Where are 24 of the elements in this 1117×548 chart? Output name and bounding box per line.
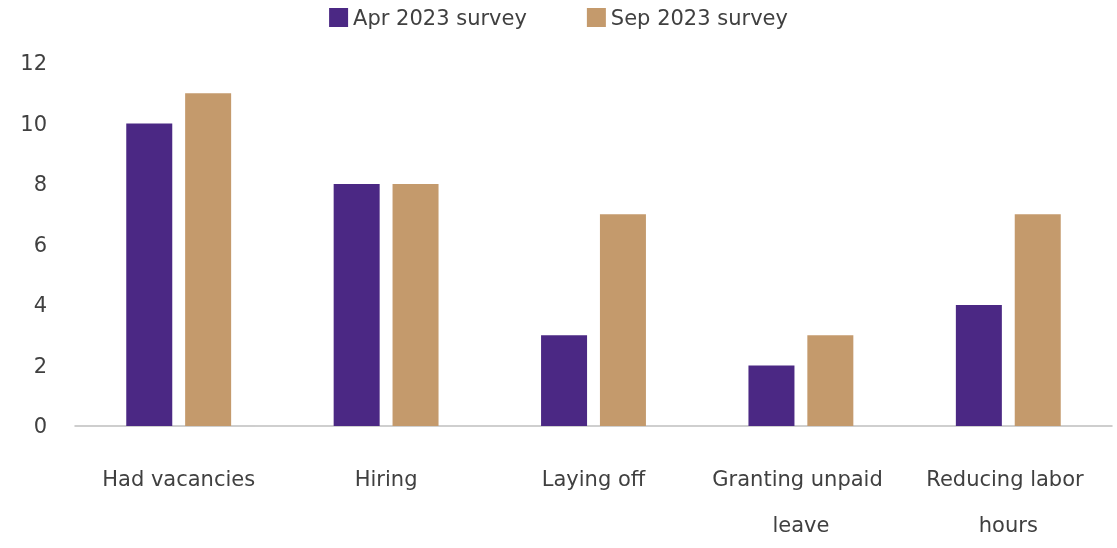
y-tick-label: 2 xyxy=(33,353,47,378)
legend-label: Apr 2023 survey xyxy=(353,5,527,30)
bar xyxy=(333,184,380,426)
bar xyxy=(1014,214,1061,426)
legend-label: Sep 2023 survey xyxy=(610,5,788,30)
x-tick-label: Hiring xyxy=(354,467,418,491)
bar xyxy=(392,184,439,426)
bar xyxy=(955,305,1002,426)
x-tick-label: Laying off xyxy=(541,467,646,491)
y-tick-label: 12 xyxy=(20,51,47,75)
bar xyxy=(185,93,232,426)
bar xyxy=(126,123,173,426)
y-tick-label: 6 xyxy=(33,232,47,257)
y-tick-label: 8 xyxy=(33,172,47,196)
bar xyxy=(807,335,854,426)
x-tick-label: Had vacancies xyxy=(102,467,256,491)
y-tick-label: 4 xyxy=(33,293,47,317)
bar xyxy=(541,335,588,426)
y-tick-label: 0 xyxy=(33,414,47,438)
x-tick-label: Reducing labor hours xyxy=(926,467,1091,537)
bar xyxy=(599,214,646,426)
bar xyxy=(748,365,795,426)
x-tick-label: Granting unpaid leave xyxy=(712,467,890,537)
y-tick-label: 10 xyxy=(20,111,47,136)
